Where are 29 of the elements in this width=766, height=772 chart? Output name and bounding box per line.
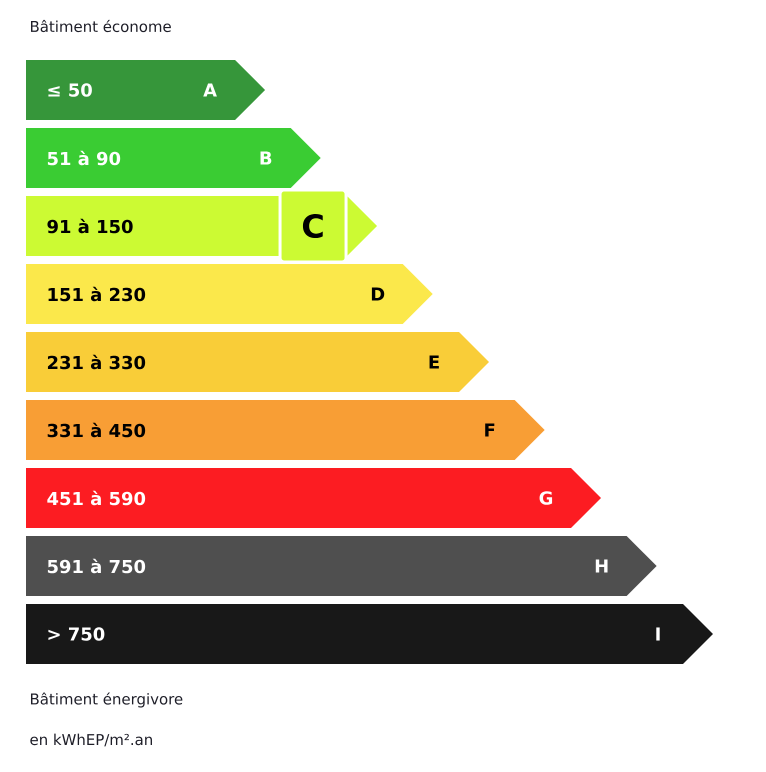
y-tick-label: G — [540, 491, 552, 505]
annotation: 331 à 450 — [48, 422, 146, 438]
text: Bâtiment énergivore — [30, 692, 182, 708]
y-tick-label: C — [302, 214, 323, 238]
y-tick-label: E — [430, 355, 439, 369]
bar — [26, 468, 602, 528]
annotation: ≤ 50 — [48, 83, 92, 97]
bar — [26, 264, 433, 324]
y-tick-label: B — [260, 151, 272, 165]
y-tick-label: A — [203, 83, 217, 97]
annotation: 231 à 330 — [48, 354, 146, 370]
y-tick-label: H — [596, 559, 608, 573]
bar — [26, 128, 321, 188]
annotation: > 750 — [48, 627, 104, 641]
annotation: 151 à 230 — [48, 286, 146, 302]
y-tick-label: I — [656, 627, 660, 641]
chart-title: Bâtiment économe — [30, 20, 171, 32]
y-tick-label: D — [372, 287, 384, 301]
annotation: 591 à 750 — [48, 558, 146, 574]
annotation: 91 à 150 — [47, 218, 133, 234]
bar — [26, 400, 545, 460]
bar — [26, 536, 657, 596]
bar — [26, 60, 266, 120]
y-tick-label: F — [485, 423, 494, 437]
bar — [26, 332, 490, 392]
annotation: 451 à 590 — [47, 490, 146, 506]
text: en kWhEP/m².an — [30, 734, 152, 746]
annotation: 51 à 90 — [48, 150, 120, 166]
bar — [26, 604, 714, 664]
